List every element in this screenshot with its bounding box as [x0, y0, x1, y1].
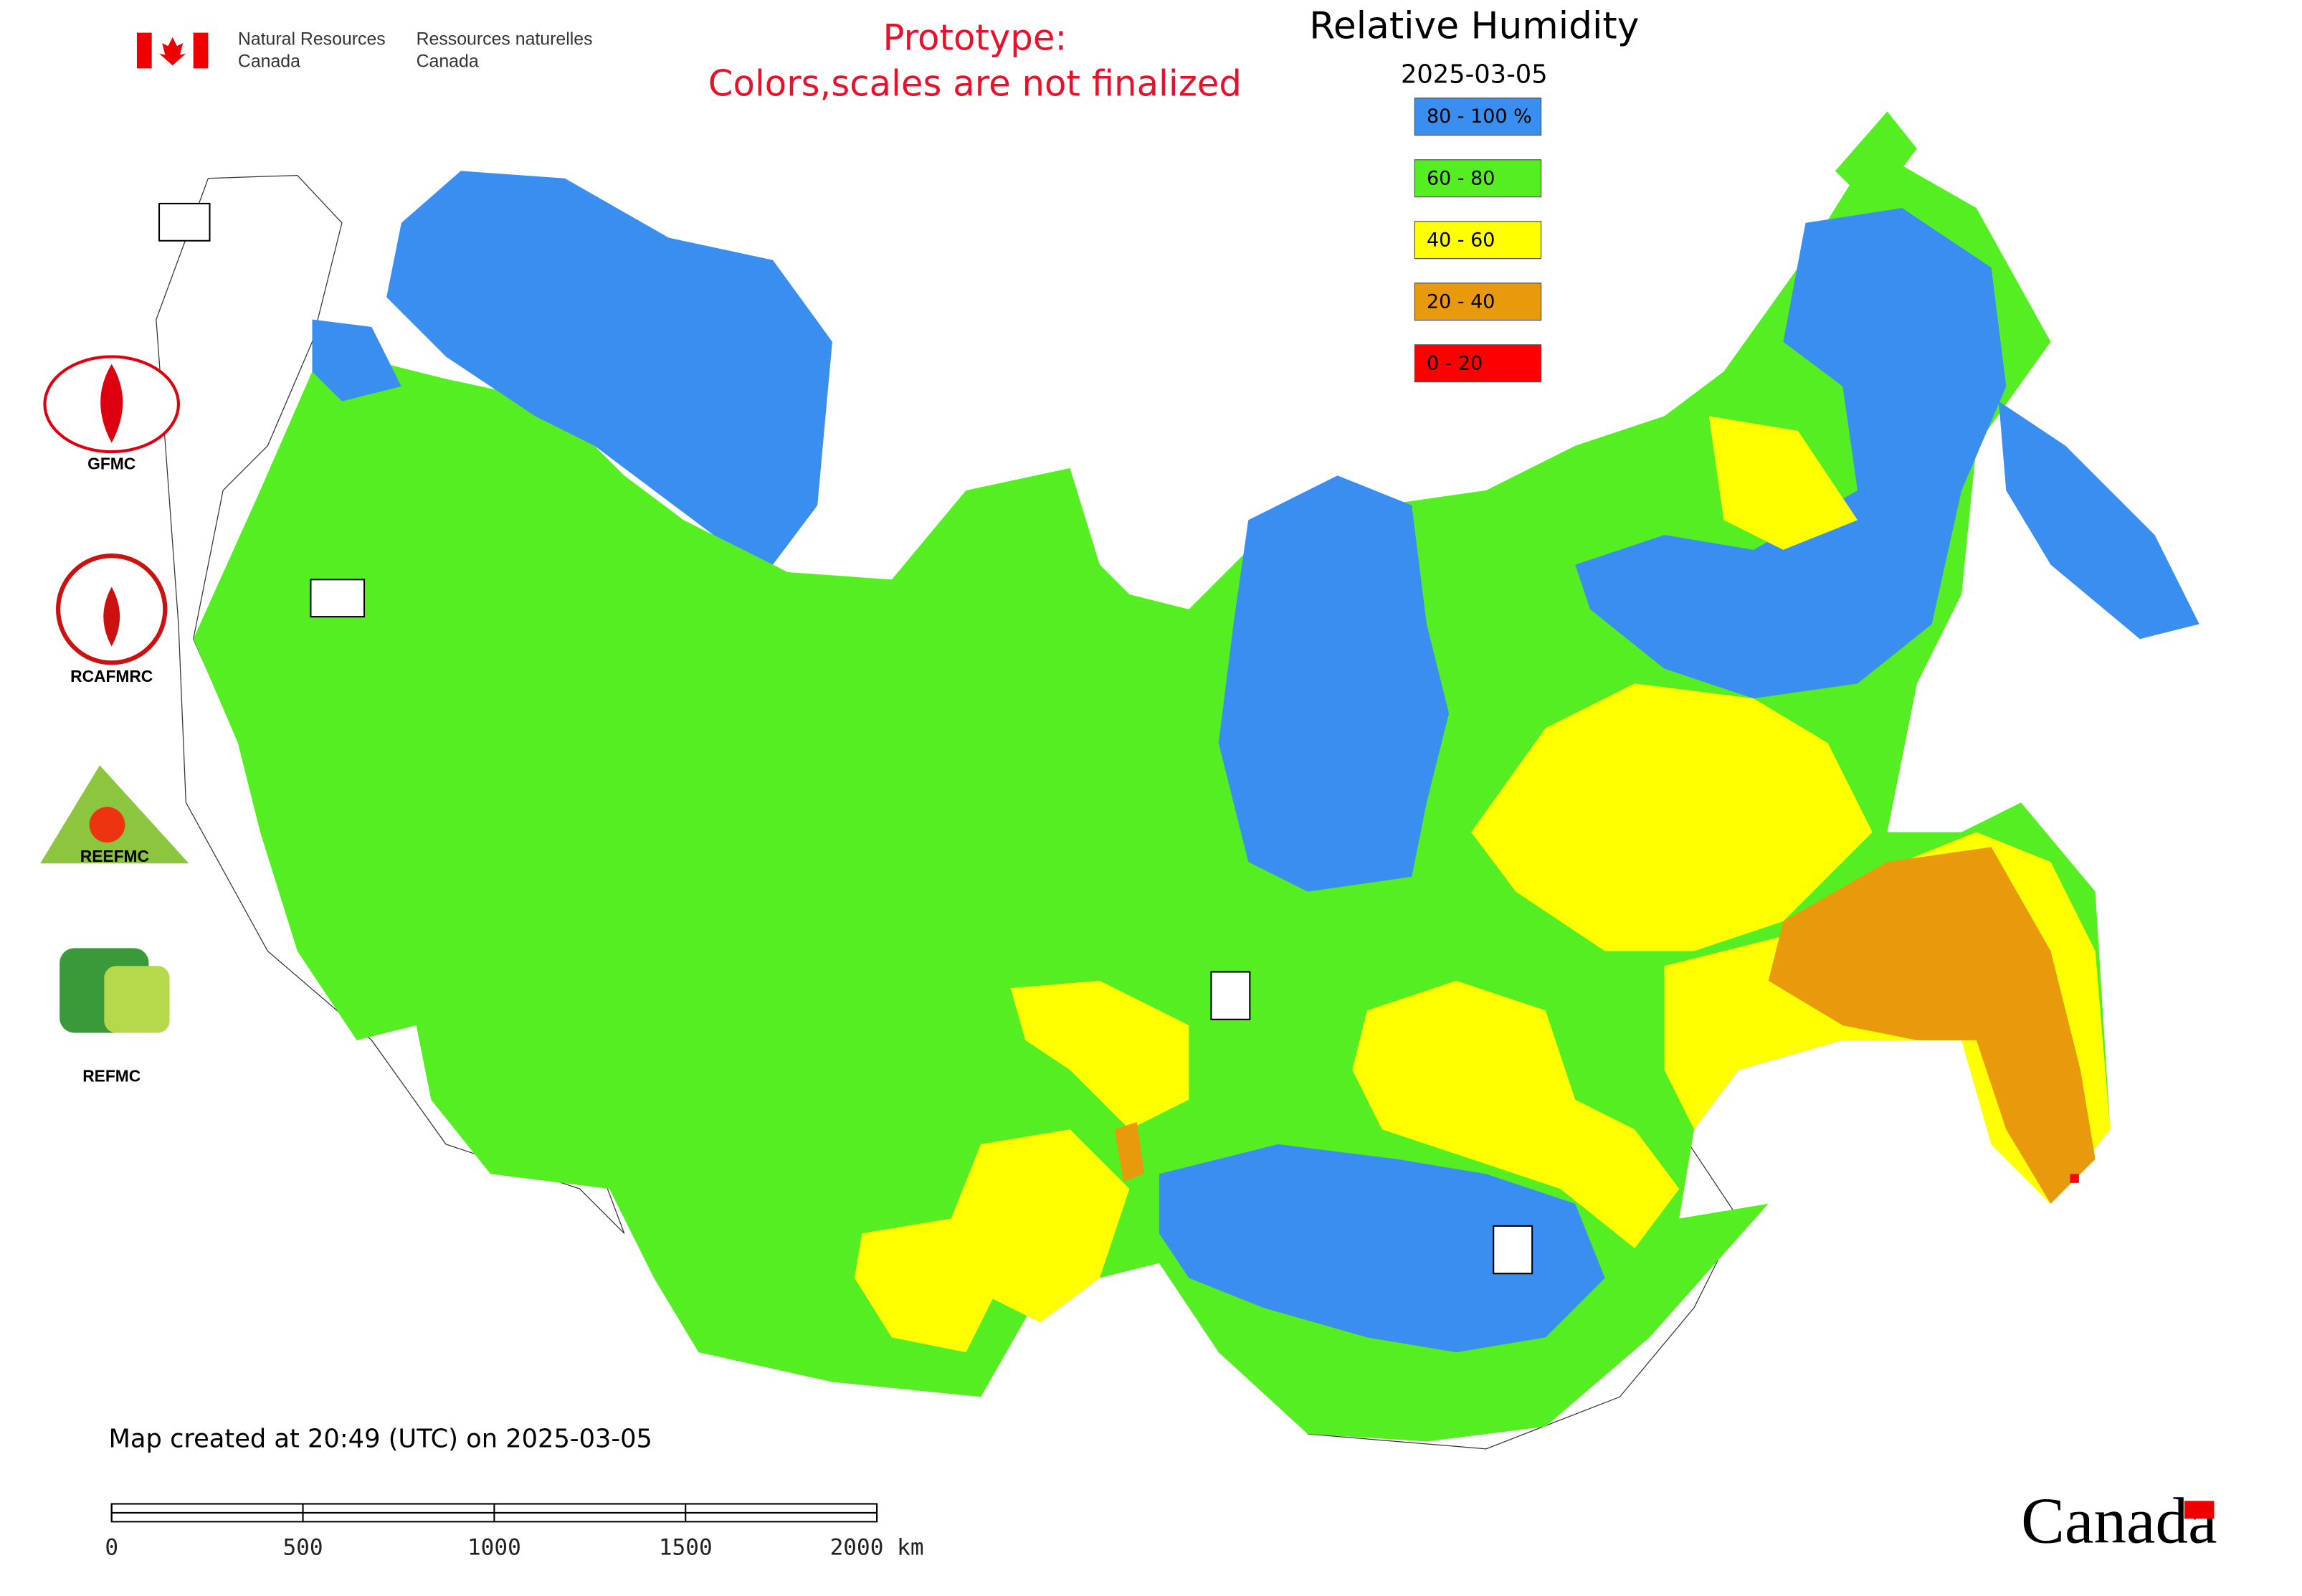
scale-label: 1000 [467, 1535, 521, 1561]
legend: 80 - 100 % 60 - 80 40 - 60 20 - 40 0 - 20 [1414, 98, 1542, 383]
humidity-region [1159, 1144, 1605, 1353]
legend-swatch [1414, 98, 1542, 136]
humidity-region [855, 1218, 996, 1353]
agency-fr: Ressources naturelles [417, 29, 593, 49]
notice: Prototype: [883, 16, 1067, 58]
humidity-region [1010, 980, 1189, 1130]
logo-reefmc: REEFMC [40, 765, 189, 865]
legend-swatch [1414, 344, 1542, 383]
agency-en: Canada [238, 52, 300, 72]
map-logo-stamp [1493, 1225, 1533, 1275]
logo-gfmc: GFMC [43, 355, 181, 473]
humidity-regions [193, 111, 2199, 1442]
wordmark-flag [2184, 1501, 2215, 1519]
humidity-region [1835, 111, 1917, 209]
logo-label: GFMC [87, 455, 135, 473]
humidity-region [193, 148, 2111, 1442]
legend-label: 0 - 20 [1427, 352, 1483, 374]
legend-label: 20 - 40 [1427, 290, 1495, 313]
agency-fr: Canada [417, 52, 479, 72]
flag-bar [136, 32, 152, 69]
legend-swatch [1414, 159, 1542, 198]
logo-rcafmrc: RCAFMRC [55, 554, 168, 685]
legend-label: 40 - 60 [1427, 229, 1495, 251]
logo-flame [103, 586, 120, 647]
created-note: Map created at 20:49 (UTC) on 2025-03-05 [109, 1424, 652, 1453]
legend-swatch [1414, 221, 1542, 260]
humidity-region [2070, 1174, 2079, 1183]
humidity-region [1998, 401, 2199, 640]
humidity-region [1352, 980, 1680, 1249]
map-logo-stamp [158, 202, 211, 242]
logo-shape [104, 966, 170, 1033]
map-date: 2025-03-05 [1401, 60, 1548, 90]
humidity-region [386, 171, 832, 565]
scale-bar: 0 500 1000 1500 2000 km [105, 1503, 924, 1561]
scale-label: 1500 [659, 1535, 713, 1561]
logo-label: REFMC [82, 1067, 141, 1086]
map-logo-stamp [310, 579, 366, 618]
map-logo-stamp [1210, 971, 1251, 1020]
legend-swatch [1414, 282, 1542, 321]
legend-label: 80 - 100 % [1427, 105, 1532, 128]
logo-flame [100, 364, 123, 443]
agency-en: Natural Resources [238, 29, 386, 49]
scale-label: 0 [105, 1535, 118, 1561]
logo-flame [89, 807, 125, 843]
logo-text: REEFMC [80, 847, 149, 865]
humidity-region [1575, 208, 2007, 699]
humidity-region [1708, 416, 1858, 550]
canada-wordmark: Canada [2021, 1485, 2217, 1557]
logo-label: RCAFMRC [70, 667, 153, 685]
humidity-region [1768, 847, 2096, 1204]
legend-label: 60 - 80 [1427, 167, 1495, 189]
humidity-region [1471, 683, 1873, 951]
flag-bar [193, 32, 209, 69]
agency-signature: Natural Resources Canada Ressources natu… [136, 29, 593, 72]
scale-label: 500 [282, 1535, 323, 1561]
humidity-region [312, 319, 401, 402]
scale-label: 2000 km [830, 1535, 924, 1561]
humidity-region [1114, 1121, 1145, 1182]
maple-leaf [159, 37, 186, 66]
humidity-region [1218, 475, 1450, 892]
logo-refmc: REFMC [60, 948, 170, 1086]
humidity-region [951, 1129, 1130, 1323]
map-title: Relative Humidity [1309, 4, 1639, 47]
notice: Colors,scales are not finalized [708, 63, 1242, 105]
